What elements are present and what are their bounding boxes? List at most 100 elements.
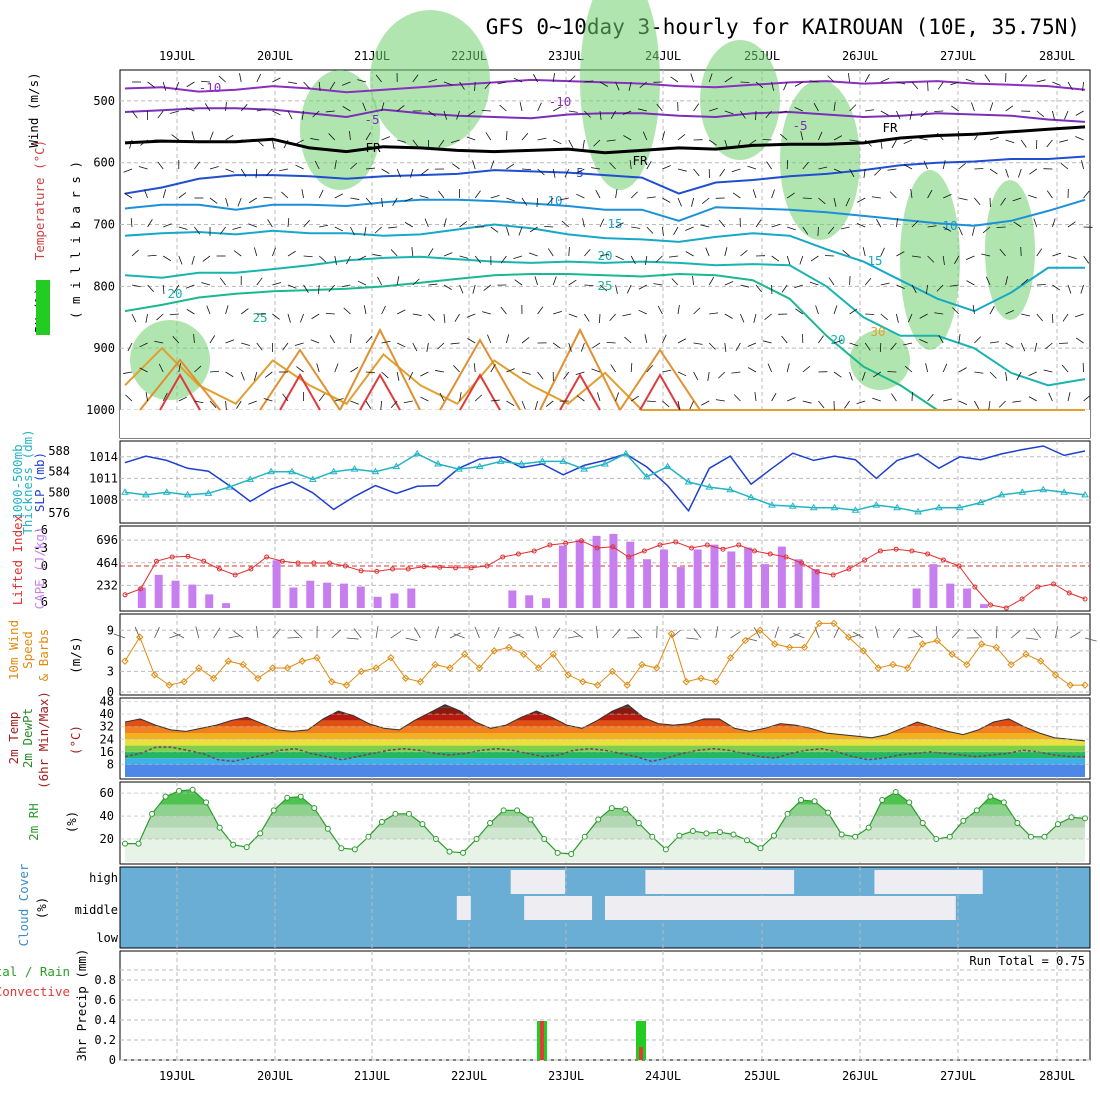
cloud-level-label: middle (75, 903, 118, 917)
cloud-cell-middle (632, 896, 646, 920)
cloud-cell-middle (928, 896, 942, 920)
cloud-cell-high (686, 870, 700, 894)
thickness-tick: 576 (48, 506, 70, 520)
rh-point (528, 817, 533, 822)
cape-bar (626, 542, 634, 608)
upper-axis-label: ( m i l l i b a r s ) (68, 161, 83, 319)
rh-point (461, 850, 466, 855)
rh-point (123, 841, 128, 846)
cloud-cell-middle (848, 896, 862, 920)
rh-point (623, 807, 628, 812)
date-label-bottom: 24JUL (645, 1069, 681, 1083)
cape-bar (273, 560, 281, 608)
temp-axis-label: (6hr Min/Max) (36, 691, 51, 789)
date-label-bottom: 22JUL (451, 1069, 487, 1083)
wind-axis-label: (m/s) (68, 636, 83, 674)
isotherm-label: 25 (597, 278, 612, 293)
cape-bar (188, 585, 196, 608)
precip-conv-label: Convective (0, 984, 70, 999)
pressure-tick: 700 (93, 218, 115, 232)
isotherm-label: -5 (792, 118, 807, 133)
isotherm-label: -10 (549, 94, 572, 109)
panel-frame-cape (120, 526, 1090, 611)
rh-axis-label: 2m RH (26, 803, 41, 841)
cape-bar (542, 598, 550, 608)
isotherm-label: 15 (607, 216, 622, 231)
date-label-bottom: 27JUL (940, 1069, 976, 1083)
upper-axis-label: Wind (m/s) (26, 72, 41, 147)
cloud-cell-high (645, 870, 659, 894)
cloud-cell-middle (753, 896, 767, 920)
rh-point (244, 845, 249, 850)
cloud-cell-high (753, 870, 767, 894)
isotherm-label: 20 (597, 248, 612, 263)
isotherm-label: 20 (830, 332, 845, 347)
cloud-cell-middle (686, 896, 700, 920)
rh-point (596, 817, 601, 822)
rh-point (177, 788, 182, 793)
rh-point (785, 811, 790, 816)
cloud-cell-high (915, 870, 929, 894)
rh-point (501, 808, 506, 813)
cape-bar (172, 581, 180, 608)
rh-point (150, 811, 155, 816)
date-label-bottom: 19JUL (159, 1069, 195, 1083)
precip-tick: 0.2 (94, 1033, 116, 1047)
chart-title: GFS 0~10day 3-hourly for KAIROUAN (10E, … (486, 15, 1080, 39)
cloud-cell-middle (645, 896, 659, 920)
rh-point (136, 841, 141, 846)
date-label-bottom: 20JUL (257, 1069, 293, 1083)
precip-tick: 0.4 (94, 1013, 116, 1027)
cloud-cell-middle (699, 896, 713, 920)
precip-tick: 0.8 (94, 973, 116, 987)
rh-point (663, 847, 668, 852)
pressure-tick: 500 (93, 94, 115, 108)
temp-axis-label: 2m DewPt (20, 708, 35, 768)
isotherm-label: -5 (364, 112, 379, 127)
cloud-cell-high (551, 870, 565, 894)
rh-point (366, 834, 371, 839)
rh-point (406, 811, 411, 816)
cloud-cell-high (659, 870, 673, 894)
rh-point (555, 850, 560, 855)
cloud-cell-middle (672, 896, 686, 920)
cape-bar (407, 589, 415, 609)
cape-bar (694, 550, 702, 609)
cloud-level-label: high (89, 871, 118, 885)
cape-bar (357, 587, 365, 608)
temp-axis-label: (°C) (68, 725, 83, 755)
rh-point (163, 794, 168, 799)
rh-point (988, 794, 993, 799)
cape-axis-label: Lifted Index (10, 514, 25, 605)
temp-band (120, 764, 1090, 777)
cape-bar (323, 583, 331, 608)
rh-point (325, 826, 330, 831)
temp-tick: 32 (100, 720, 114, 734)
rh-point (1015, 821, 1020, 826)
cape-bar (727, 551, 735, 608)
cape-bar (306, 581, 314, 608)
cape-bar (744, 548, 752, 608)
date-label-bottom: 28JUL (1039, 1069, 1075, 1083)
slp-tick: 1011 (89, 471, 118, 485)
cape-bar (559, 546, 567, 608)
rh-point (920, 821, 925, 826)
cape-tick: 232 (96, 578, 118, 592)
rh-axis-label: (%) (64, 811, 79, 834)
rh-point (650, 834, 655, 839)
temp-tick: 16 (100, 745, 114, 759)
rh-point (298, 794, 303, 799)
cape-bar (913, 589, 921, 609)
rh-point (690, 829, 695, 834)
cloud-cell-middle (605, 896, 619, 920)
rh-point (231, 842, 236, 847)
cape-bar (374, 597, 382, 608)
cape-tick: 464 (96, 556, 118, 570)
cape-bar (643, 559, 651, 608)
rh-point (772, 833, 777, 838)
cape-bar (525, 595, 533, 608)
cape-bar (340, 584, 348, 608)
rh-point (379, 819, 384, 824)
wind-tick: 6 (107, 644, 114, 658)
